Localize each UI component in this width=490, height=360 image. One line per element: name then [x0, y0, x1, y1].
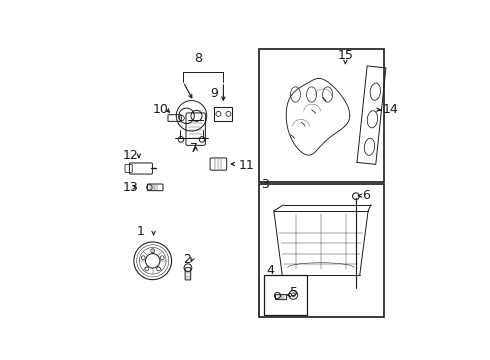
Text: 1: 1: [136, 225, 144, 238]
Text: 11: 11: [239, 159, 254, 172]
Text: 5: 5: [290, 286, 298, 299]
Text: 6: 6: [362, 189, 370, 202]
Bar: [259, 184, 384, 317]
Text: 9: 9: [210, 87, 218, 100]
Bar: [259, 49, 384, 182]
Text: 12: 12: [122, 149, 138, 162]
Bar: [264, 275, 307, 315]
Text: 15: 15: [338, 49, 353, 62]
Bar: [215, 107, 232, 121]
Text: 10: 10: [153, 103, 169, 116]
Text: 13: 13: [123, 181, 139, 194]
Text: 2: 2: [183, 253, 191, 266]
Text: 8: 8: [195, 52, 202, 65]
Text: 3: 3: [261, 178, 269, 191]
Text: 7: 7: [190, 142, 198, 155]
Text: 4: 4: [266, 264, 274, 277]
Text: 14: 14: [383, 103, 398, 116]
